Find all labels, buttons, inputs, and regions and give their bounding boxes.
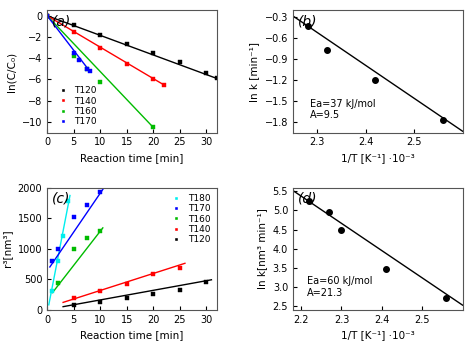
- Point: [83, 66, 91, 72]
- Point: [304, 23, 312, 29]
- Point: [149, 271, 157, 276]
- Point: [213, 76, 220, 81]
- Point: [176, 60, 184, 65]
- Point: [43, 13, 51, 18]
- Point: [43, 13, 51, 18]
- Point: [59, 234, 67, 239]
- Point: [382, 266, 390, 272]
- Text: (a): (a): [52, 14, 72, 28]
- Point: [83, 202, 91, 207]
- Point: [86, 68, 93, 74]
- Point: [70, 302, 77, 308]
- Point: [337, 228, 345, 233]
- Point: [83, 236, 91, 241]
- Point: [305, 198, 313, 204]
- Point: [96, 190, 104, 195]
- Point: [149, 77, 157, 82]
- Point: [83, 66, 91, 72]
- Legend: T180, T170, T160, T140, T120: T180, T170, T160, T140, T120: [165, 192, 212, 246]
- X-axis label: 1/T [K⁻¹] ·10⁻³: 1/T [K⁻¹] ·10⁻³: [341, 153, 415, 163]
- Point: [43, 13, 51, 18]
- Point: [443, 295, 450, 300]
- Point: [439, 117, 447, 123]
- Point: [176, 266, 184, 271]
- Point: [371, 78, 379, 83]
- Point: [70, 23, 77, 28]
- Point: [54, 246, 61, 251]
- Point: [75, 57, 83, 63]
- Point: [202, 279, 210, 284]
- Point: [96, 228, 104, 234]
- Point: [96, 32, 104, 38]
- Text: (d): (d): [298, 191, 318, 205]
- Point: [202, 70, 210, 76]
- X-axis label: Reaction time [min]: Reaction time [min]: [80, 153, 184, 163]
- Point: [43, 13, 51, 18]
- Point: [70, 29, 77, 34]
- Point: [123, 296, 130, 301]
- Point: [176, 287, 184, 292]
- Point: [70, 214, 77, 220]
- Point: [70, 53, 77, 59]
- Y-axis label: ln(C/C₀): ln(C/C₀): [7, 52, 17, 92]
- Text: (c): (c): [52, 191, 71, 205]
- Text: (b): (b): [298, 14, 318, 28]
- Point: [149, 125, 157, 130]
- Point: [96, 288, 104, 294]
- Point: [149, 50, 157, 56]
- Point: [96, 45, 104, 50]
- Point: [123, 42, 130, 47]
- X-axis label: Reaction time [min]: Reaction time [min]: [80, 330, 184, 340]
- Point: [149, 292, 157, 297]
- Point: [65, 198, 72, 204]
- Point: [49, 288, 56, 294]
- Point: [70, 50, 77, 56]
- Legend: T120, T140, T160, T170: T120, T140, T160, T170: [52, 85, 99, 128]
- Point: [326, 209, 333, 214]
- Y-axis label: ln k[nm³ min⁻¹]: ln k[nm³ min⁻¹]: [257, 208, 267, 289]
- Point: [70, 246, 77, 251]
- Point: [96, 299, 104, 304]
- Text: Ea=60 kJ/mol
A=21.3: Ea=60 kJ/mol A=21.3: [307, 276, 372, 298]
- Point: [96, 79, 104, 85]
- Point: [123, 281, 130, 287]
- Point: [70, 295, 77, 300]
- Point: [49, 258, 56, 264]
- Point: [54, 258, 61, 264]
- Point: [54, 281, 61, 286]
- Point: [160, 82, 168, 88]
- Y-axis label: r³[nm³]: r³[nm³]: [2, 230, 12, 268]
- Point: [323, 47, 331, 53]
- Text: Ea=37 kJ/mol
A=9.5: Ea=37 kJ/mol A=9.5: [310, 99, 376, 120]
- Point: [123, 61, 130, 66]
- X-axis label: 1/T [K⁻¹] ·10⁻³: 1/T [K⁻¹] ·10⁻³: [341, 330, 415, 340]
- Y-axis label: ln k [min⁻¹]: ln k [min⁻¹]: [249, 41, 259, 102]
